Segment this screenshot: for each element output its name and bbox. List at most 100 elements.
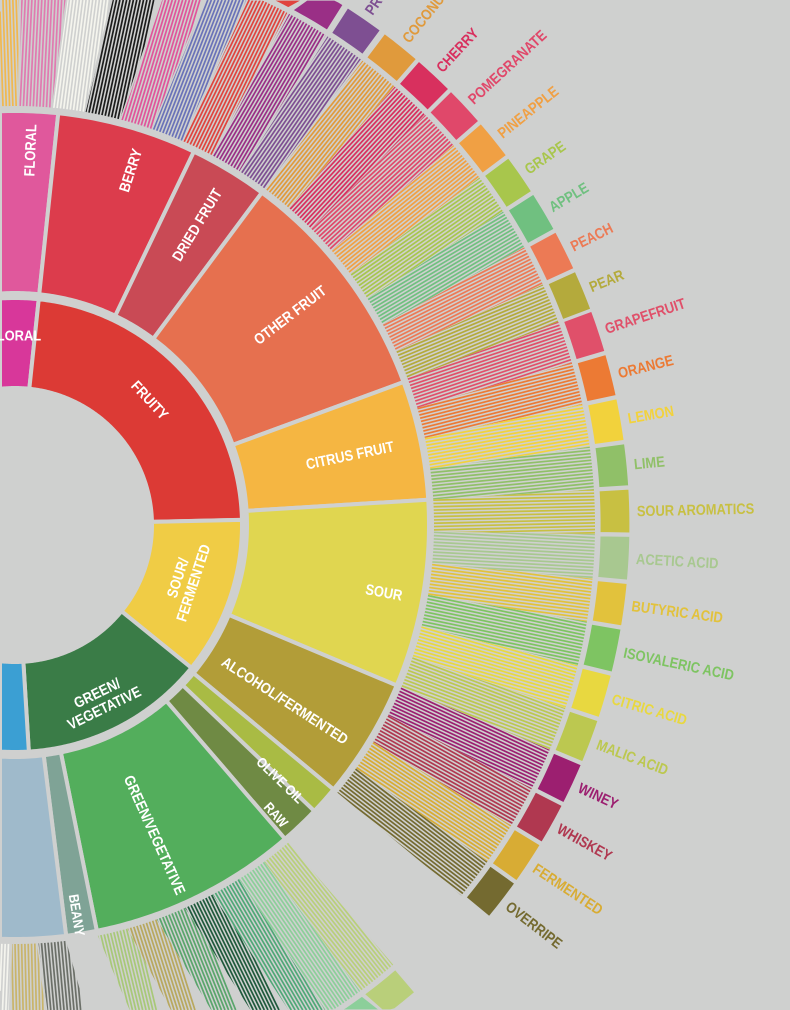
- stripe: [382, 265, 540, 351]
- leaf-tab[interactable]: [363, 968, 416, 1010]
- stripe: [388, 705, 540, 787]
- leaf-tab[interactable]: [330, 6, 382, 56]
- stripe: [311, 130, 448, 251]
- stripe: [412, 645, 574, 700]
- leaf-tab[interactable]: [596, 535, 631, 581]
- leaf-tab[interactable]: [594, 442, 630, 489]
- leaf-cherry[interactable]: [269, 60, 450, 249]
- stripe: [69, 0, 89, 112]
- leaf-pm_leaf_2[interactable]: [5, 922, 47, 1010]
- leaf-tab[interactable]: [491, 828, 542, 882]
- stripe: [401, 657, 566, 724]
- stripe: [2, 0, 8, 108]
- inner-segment-other[interactable]: [0, 629, 31, 755]
- segment-label: BUTYRIC ACID: [631, 597, 724, 626]
- leaf-tab[interactable]: [547, 270, 592, 321]
- stripe: [239, 861, 345, 1010]
- stripe: [1, 942, 7, 1010]
- leaf-tab[interactable]: [569, 667, 613, 719]
- leaf-orange[interactable]: [395, 353, 617, 448]
- leaf-citric_acid[interactable]: [390, 612, 613, 719]
- stripe: [198, 894, 266, 1010]
- stripe: [48, 940, 59, 1010]
- stripe: [331, 151, 467, 271]
- leaf-tab[interactable]: [483, 157, 533, 209]
- stripe: [421, 596, 587, 637]
- stripe: [367, 228, 521, 325]
- leaf-tab[interactable]: [528, 231, 575, 282]
- stripe: [373, 715, 529, 807]
- leaf-tab[interactable]: [507, 193, 556, 245]
- stripe: [388, 699, 543, 781]
- leaf-tab[interactable]: [536, 752, 583, 804]
- leaf-tab[interactable]: [576, 353, 617, 403]
- stripe: [396, 303, 558, 377]
- stripe: [433, 508, 595, 515]
- leaf-tab[interactable]: [515, 791, 564, 844]
- stripe: [432, 546, 595, 559]
- stripe: [189, 0, 272, 156]
- stripe: [428, 583, 593, 610]
- stripe: [396, 297, 555, 371]
- segment-label: LEMON: [626, 402, 675, 427]
- stripe: [239, 861, 342, 1010]
- stripe: [120, 928, 147, 1010]
- stripe: [428, 564, 593, 591]
- stripe: [433, 502, 595, 509]
- segment-label: GRAPEFRUIT: [603, 294, 688, 337]
- stripe: [412, 639, 576, 694]
- stripe: [382, 273, 543, 352]
- stripe: [417, 367, 579, 415]
- stripe: [5, 0, 12, 108]
- stripe: [412, 629, 578, 684]
- leaf-fermented[interactable]: [334, 723, 542, 882]
- leaf-tab[interactable]: [591, 579, 628, 627]
- stripe: [367, 231, 522, 325]
- leaf-tab[interactable]: [398, 60, 450, 112]
- stripe: [215, 879, 300, 1010]
- leaf-tab[interactable]: [582, 623, 622, 673]
- stripe: [417, 380, 583, 428]
- leaf-tab[interactable]: [598, 488, 631, 534]
- stripe: [417, 386, 583, 434]
- leaf-tab[interactable]: [428, 90, 480, 142]
- stripe: [266, 842, 385, 980]
- stripe: [311, 118, 437, 247]
- stripe: [289, 89, 407, 228]
- stripe: [183, 0, 258, 156]
- stripe: [218, 879, 304, 1010]
- stripe: [152, 0, 213, 141]
- leaf-tab[interactable]: [365, 32, 418, 83]
- leaf-tab[interactable]: [457, 122, 508, 175]
- stripe: [373, 715, 532, 801]
- leaf-tab[interactable]: [562, 310, 606, 361]
- stripe: [213, 13, 299, 172]
- leaf-tab[interactable]: [251, 0, 304, 9]
- stripe: [198, 3, 282, 156]
- stripe: [90, 0, 121, 120]
- leaf-tab[interactable]: [554, 710, 599, 763]
- leaf-tab[interactable]: [465, 865, 516, 918]
- stripe: [432, 559, 595, 572]
- stripe: [432, 536, 595, 549]
- leaf-tab[interactable]: [329, 995, 381, 1010]
- stripe: [33, 943, 38, 1010]
- leaf-chamomile[interactable]: [0, 0, 27, 127]
- stripe: [240, 36, 337, 189]
- stripe: [337, 784, 466, 896]
- stripe: [382, 256, 536, 342]
- stripe: [65, 940, 75, 1010]
- middle-segment-papery_musty[interactable]: [0, 702, 69, 942]
- stripe: [356, 749, 500, 855]
- stripe: [428, 563, 593, 584]
- stripe: [388, 687, 548, 769]
- stripe: [337, 781, 468, 896]
- leaf-tab[interactable]: [291, 0, 344, 32]
- stripe: [432, 556, 595, 569]
- stripe: [0, 942, 4, 991]
- stripe: [407, 341, 572, 403]
- stripe: [186, 0, 269, 156]
- stripe: [0, 11, 5, 108]
- leaf-tab[interactable]: [586, 397, 625, 446]
